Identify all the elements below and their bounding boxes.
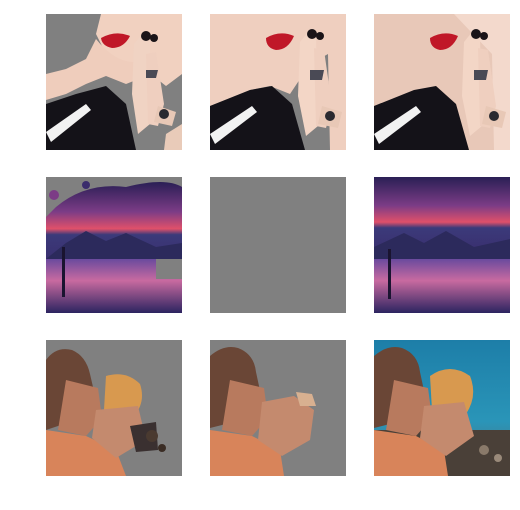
- image-tile-r3c3: [374, 340, 510, 476]
- image-tile-r1c1: [46, 14, 182, 150]
- image-tile-r2c2: [210, 177, 346, 313]
- image-tile-r1c2: [210, 14, 346, 150]
- image-tile-r2c3: [374, 177, 510, 313]
- image-tile-r1c3: [374, 14, 510, 150]
- image-tile-r2c1: [46, 177, 182, 313]
- image-tile-r3c1: [46, 340, 182, 476]
- image-tile-r3c2: [210, 340, 346, 476]
